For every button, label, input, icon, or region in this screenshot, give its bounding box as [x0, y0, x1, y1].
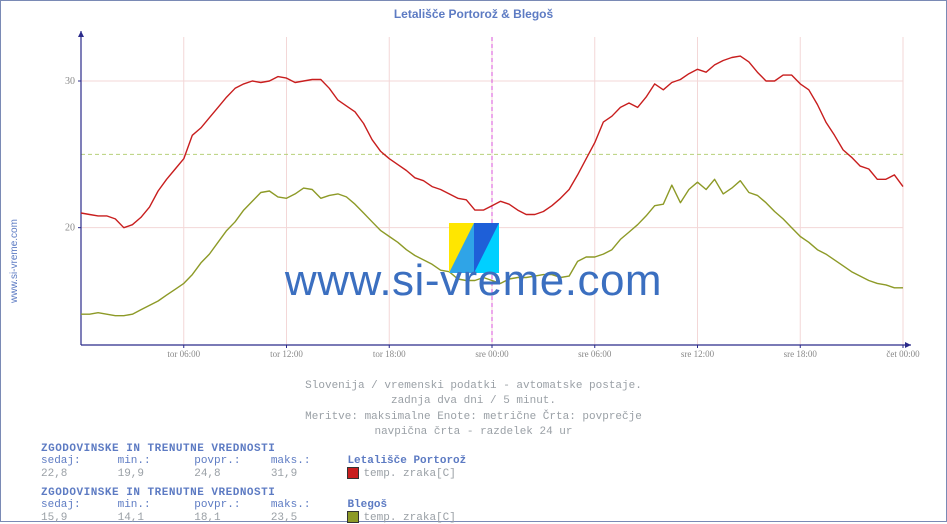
legend-name: Letališče Portorož	[347, 455, 466, 467]
subtitle-line: zadnja dva dni / 5 minut.	[1, 394, 946, 409]
svg-text:tor 12:00: tor 12:00	[270, 349, 303, 359]
legend-swatch	[347, 511, 359, 523]
svg-text:tor 18:00: tor 18:00	[373, 349, 406, 359]
stat-label-min: min.:	[118, 499, 188, 511]
svg-text:sre 00:00: sre 00:00	[475, 349, 509, 359]
subtitle-line: Slovenija / vremenski podatki - avtomats…	[1, 379, 946, 394]
legend-series-1: Letališče Portorož	[347, 455, 466, 467]
stat-val-maks: 23,5	[271, 512, 341, 524]
stat-label-povpr: povpr.:	[194, 499, 264, 511]
chart-title: Letališče Portorož & Blegoš	[1, 7, 946, 21]
svg-text:sre 06:00: sre 06:00	[578, 349, 612, 359]
svg-text:sre 18:00: sre 18:00	[784, 349, 818, 359]
subtitle-line: navpična črta - razdelek 24 ur	[1, 425, 946, 440]
stat-label-povpr: povpr.:	[194, 455, 264, 467]
stat-val-povpr: 18,1	[194, 512, 264, 524]
stat-val-min: 19,9	[118, 468, 188, 480]
stat-val-sedaj: 15,9	[41, 512, 111, 524]
chart-container: www.si-vreme.com Letališče Portorož & Bl…	[0, 0, 947, 522]
legend-param-text: temp. zraka[C]	[363, 512, 455, 524]
plot-area: 20 30 tor 06:00 tor 12:00 tor 18:00 sre 00:00…	[61, 31, 921, 363]
svg-text:30: 30	[65, 76, 75, 87]
legend-swatch	[347, 467, 359, 479]
chart-subtitle: Slovenija / vremenski podatki - avtomats…	[1, 379, 946, 441]
legend-series-2: Blegoš	[347, 499, 387, 511]
stats-block-1: ZGODOVINSKE IN TRENUTNE VREDNOSTI sedaj:…	[41, 443, 466, 480]
stat-val-povpr: 24,8	[194, 468, 264, 480]
stat-label-min: min.:	[118, 455, 188, 467]
legend-param-text: temp. zraka[C]	[363, 468, 455, 480]
stat-val-maks: 31,9	[271, 468, 341, 480]
svg-text:tor 06:00: tor 06:00	[167, 349, 200, 359]
subtitle-line: Meritve: maksimalne Enote: metrične Črta…	[1, 410, 946, 425]
svg-text:čet 00:00: čet 00:00	[886, 349, 920, 359]
watermark-text: www.si-vreme.com	[1, 256, 946, 306]
stat-label-maks: maks.:	[271, 455, 341, 467]
stat-label-maks: maks.:	[271, 499, 341, 511]
legend-name: Blegoš	[347, 499, 387, 511]
stat-label-sedaj: sedaj:	[41, 499, 111, 511]
svg-text:sre 12:00: sre 12:00	[681, 349, 715, 359]
stat-label-sedaj: sedaj:	[41, 455, 111, 467]
svg-text:20: 20	[65, 223, 75, 234]
chart-svg: 20 30 tor 06:00 tor 12:00 tor 18:00 sre 00:00…	[61, 31, 921, 363]
stats-header: ZGODOVINSKE IN TRENUTNE VREDNOSTI	[41, 487, 456, 499]
stats-block-2: ZGODOVINSKE IN TRENUTNE VREDNOSTI sedaj:…	[41, 487, 456, 524]
legend-param: temp. zraka[C]	[347, 467, 455, 480]
stats-header: ZGODOVINSKE IN TRENUTNE VREDNOSTI	[41, 443, 466, 455]
stat-val-min: 14,1	[118, 512, 188, 524]
stat-val-sedaj: 22,8	[41, 468, 111, 480]
